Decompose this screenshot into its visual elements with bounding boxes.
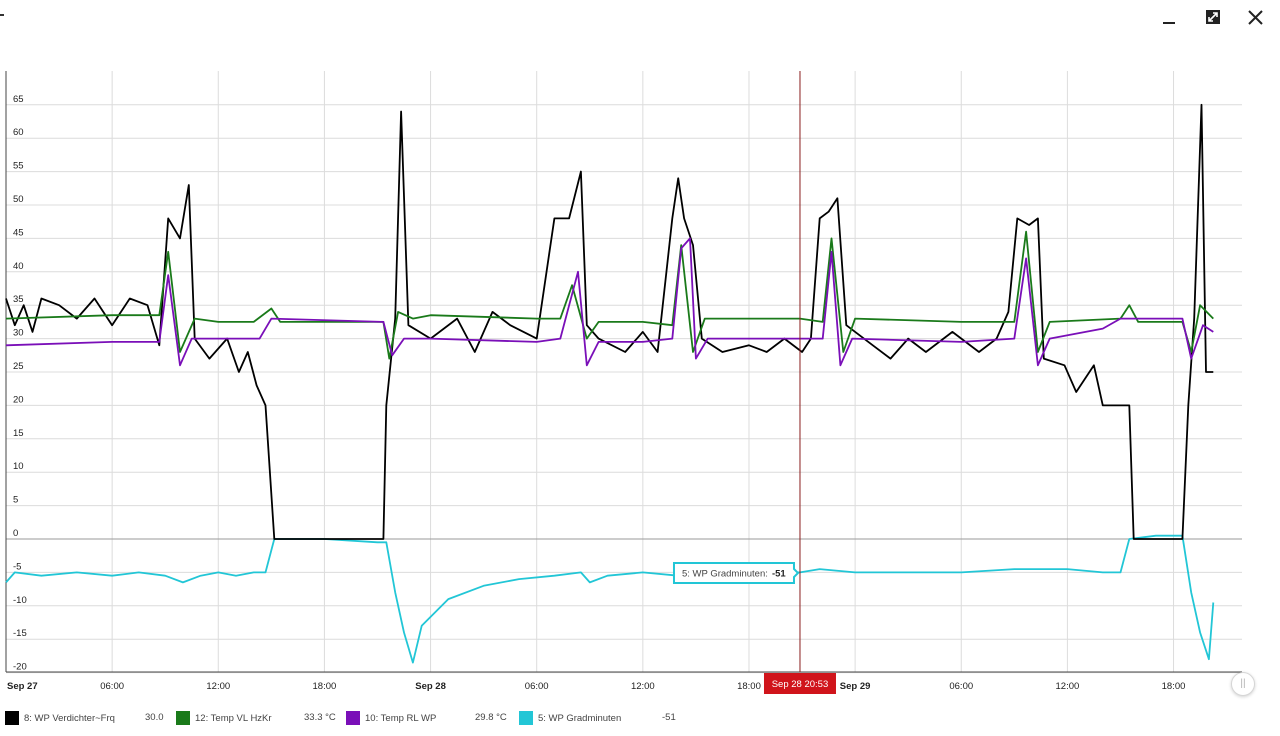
- legend-name: 10: Temp RL WP: [365, 712, 437, 724]
- title-bar: [0, 0, 1280, 36]
- cursor-label-box: [763, 673, 836, 694]
- y-tick-label: -10: [13, 595, 27, 606]
- legend-name: 5: WP Gradminuten: [538, 712, 622, 724]
- y-tick-label: 35: [13, 294, 24, 305]
- x-tick-label: 12:00: [206, 681, 230, 692]
- x-tick-label: Sep 28: [415, 681, 446, 692]
- y-tick-label: 55: [13, 161, 24, 172]
- x-tick-label: Sep 27: [7, 681, 38, 692]
- y-tick-label: 45: [13, 227, 24, 238]
- legend-swatch: [346, 711, 360, 725]
- legend: 8: WP Verdichter~Frq 30.0 12: Temp VL HzKr…: [0, 706, 1280, 730]
- legend-swatch: [176, 711, 190, 725]
- tooltip-box: [672, 562, 800, 584]
- legend-item[interactable]: 5: WP Gradminuten: [519, 706, 621, 730]
- legend-item[interactable]: 8: WP Verdichter~Frq: [5, 706, 115, 730]
- chart[interactable]: 65605550454035302520151050-5-10-15-20Sep…: [0, 60, 1262, 700]
- x-tick-label: 06:00: [100, 681, 124, 692]
- minimize-icon: [1163, 22, 1175, 24]
- y-tick-label: 15: [13, 428, 24, 439]
- menu-dash[interactable]: [0, 14, 4, 16]
- y-tick-label: 65: [13, 94, 24, 105]
- y-tick-label: 25: [13, 361, 24, 372]
- series-line: [5, 534, 1215, 664]
- series-line: [5, 237, 1214, 367]
- y-tick-label: 0: [13, 528, 18, 539]
- tooltip-value: -51: [772, 569, 786, 580]
- legend-value: -51: [662, 712, 676, 723]
- legend-value: 33.3 °C: [304, 712, 336, 723]
- y-tick-label: -20: [13, 662, 27, 673]
- y-tick-label: -15: [13, 628, 27, 639]
- x-tick-label: Sep 29: [840, 681, 871, 692]
- x-tick-label: 18:00: [1162, 681, 1186, 692]
- tooltip-label: 5: WP Gradminuten:: [682, 569, 768, 580]
- y-tick-label: 30: [13, 328, 24, 339]
- x-tick-label: 06:00: [949, 681, 973, 692]
- legend-value: 30.0: [145, 712, 164, 723]
- expand-button[interactable]: [1200, 6, 1226, 30]
- x-tick-label: 18:00: [737, 681, 761, 692]
- legend-name: 8: WP Verdichter~Frq: [24, 712, 115, 724]
- expand-icon: [1206, 10, 1220, 24]
- minimize-button[interactable]: [1157, 6, 1183, 30]
- y-tick-label: 20: [13, 394, 24, 405]
- y-tick-label: 10: [13, 461, 24, 472]
- legend-value: 29.8 °C: [475, 712, 507, 723]
- x-tick-label: 12:00: [631, 681, 655, 692]
- series-line: [5, 230, 1214, 360]
- x-tick-label: 06:00: [525, 681, 549, 692]
- legend-item[interactable]: 12: Temp VL HzKr: [176, 706, 272, 730]
- cursor-label: Sep 28 20:53: [772, 679, 829, 690]
- legend-item[interactable]: 10: Temp RL WP: [346, 706, 436, 730]
- legend-name: 12: Temp VL HzKr: [195, 712, 272, 724]
- legend-swatch: [5, 711, 19, 725]
- scroll-handle[interactable]: ||: [1231, 672, 1255, 696]
- y-tick-label: 50: [13, 194, 24, 205]
- legend-swatch: [519, 711, 533, 725]
- y-tick-label: 60: [13, 127, 24, 138]
- close-button[interactable]: [1243, 6, 1269, 30]
- y-tick-label: -5: [13, 561, 21, 572]
- x-tick-label: 12:00: [1056, 681, 1080, 692]
- y-tick-label: 5: [13, 495, 18, 506]
- close-icon: [1248, 10, 1263, 25]
- y-tick-label: 40: [13, 261, 24, 272]
- x-tick-label: 18:00: [313, 681, 337, 692]
